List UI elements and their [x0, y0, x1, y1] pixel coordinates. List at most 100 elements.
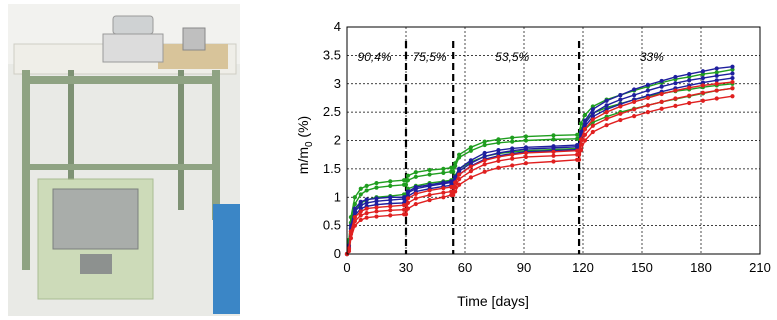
data-point — [632, 99, 637, 105]
data-point — [730, 79, 735, 85]
data-point — [441, 166, 446, 171]
data-point — [364, 197, 369, 202]
data-point — [659, 84, 664, 89]
y-axis-label: m/m0 (%) — [295, 116, 315, 174]
data-point — [427, 167, 432, 173]
data-point — [358, 199, 363, 204]
data-point — [352, 218, 357, 224]
data-point — [451, 192, 456, 198]
data-point — [364, 188, 369, 193]
data-point — [496, 140, 501, 145]
data-point — [714, 81, 719, 86]
data-point — [604, 116, 609, 122]
data-point — [645, 88, 650, 93]
data-point — [551, 153, 556, 158]
data-point — [590, 123, 595, 128]
phase-labels: 90,4% 75,5% 53,5% 33% — [358, 50, 665, 64]
data-point — [730, 75, 735, 81]
data-point — [388, 183, 393, 188]
data-point — [510, 135, 515, 140]
data-point — [523, 150, 529, 156]
data-point — [405, 173, 411, 178]
data-point — [348, 236, 354, 241]
data-point — [468, 169, 473, 174]
data-point — [604, 103, 609, 108]
data-point — [645, 110, 650, 115]
data-point — [730, 94, 735, 99]
x-tick-label: 60 — [458, 260, 472, 275]
phase-label: 33% — [640, 50, 664, 64]
data-point — [576, 157, 582, 162]
series-4 — [344, 64, 735, 257]
data-point — [510, 156, 515, 161]
data-point — [457, 176, 462, 182]
data-point — [358, 203, 363, 208]
data-point — [427, 188, 432, 193]
x-tick-label: 120 — [572, 260, 594, 275]
data-point — [413, 174, 418, 179]
data-point — [714, 96, 719, 101]
data-point — [523, 154, 529, 160]
data-point — [730, 64, 735, 69]
series-line — [346, 87, 733, 255]
series-8 — [344, 86, 735, 257]
data-point — [604, 123, 609, 128]
data-point — [413, 191, 418, 196]
phase-label: 75,5% — [413, 50, 447, 64]
data-point — [427, 192, 432, 198]
data-point — [714, 70, 719, 75]
data-point — [714, 88, 719, 93]
data-point — [590, 111, 595, 116]
data-point — [482, 162, 487, 167]
data-point — [618, 111, 623, 116]
data-point — [673, 74, 678, 80]
x-tick-label: 150 — [631, 260, 653, 275]
data-point — [700, 90, 706, 95]
data-point — [405, 200, 411, 206]
data-point — [659, 99, 664, 105]
data-point — [441, 170, 446, 175]
data-point — [551, 149, 556, 154]
y-tick-label: 2.5 — [323, 104, 341, 119]
y-tick-label: 3 — [334, 76, 341, 91]
data-point — [687, 100, 692, 106]
data-point — [645, 82, 650, 87]
data-point — [551, 137, 556, 142]
data-point — [673, 81, 678, 86]
data-point — [673, 88, 678, 93]
data-point — [441, 186, 446, 191]
phase-label: 90,4% — [358, 50, 392, 64]
data-point — [358, 209, 363, 214]
data-point — [374, 180, 379, 186]
data-point — [457, 155, 462, 160]
data-point — [632, 113, 637, 119]
y-tick-label: 1.5 — [323, 161, 341, 176]
y-tick-labels: 0 0.5 1 1.5 2 2.5 3 3.5 4 — [323, 19, 341, 261]
data-point — [405, 206, 411, 211]
series-3 — [344, 86, 735, 257]
data-point — [618, 104, 623, 109]
data-point — [523, 134, 529, 139]
data-point — [364, 183, 369, 188]
data-point — [352, 223, 357, 228]
data-point — [730, 86, 735, 91]
data-point — [457, 182, 462, 187]
data-point — [358, 217, 363, 223]
data-point — [453, 189, 458, 194]
data-point — [457, 172, 462, 177]
data-point — [352, 201, 357, 207]
data-point — [453, 163, 458, 169]
data-point — [496, 158, 501, 164]
data-point — [659, 78, 664, 84]
data-point — [590, 107, 595, 112]
series-9 — [344, 94, 735, 257]
data-point — [352, 215, 357, 220]
data-point — [604, 110, 609, 115]
data-point — [700, 83, 706, 88]
data-point — [403, 212, 409, 217]
data-point — [374, 205, 379, 210]
x-tick-label: 0 — [343, 260, 350, 275]
data-point — [388, 197, 393, 203]
data-point — [618, 97, 623, 102]
chart: 0 0.5 1 1.5 2 2.5 3 3.5 4 0 30 60 90 120 150 180 210 90… — [295, 19, 771, 309]
